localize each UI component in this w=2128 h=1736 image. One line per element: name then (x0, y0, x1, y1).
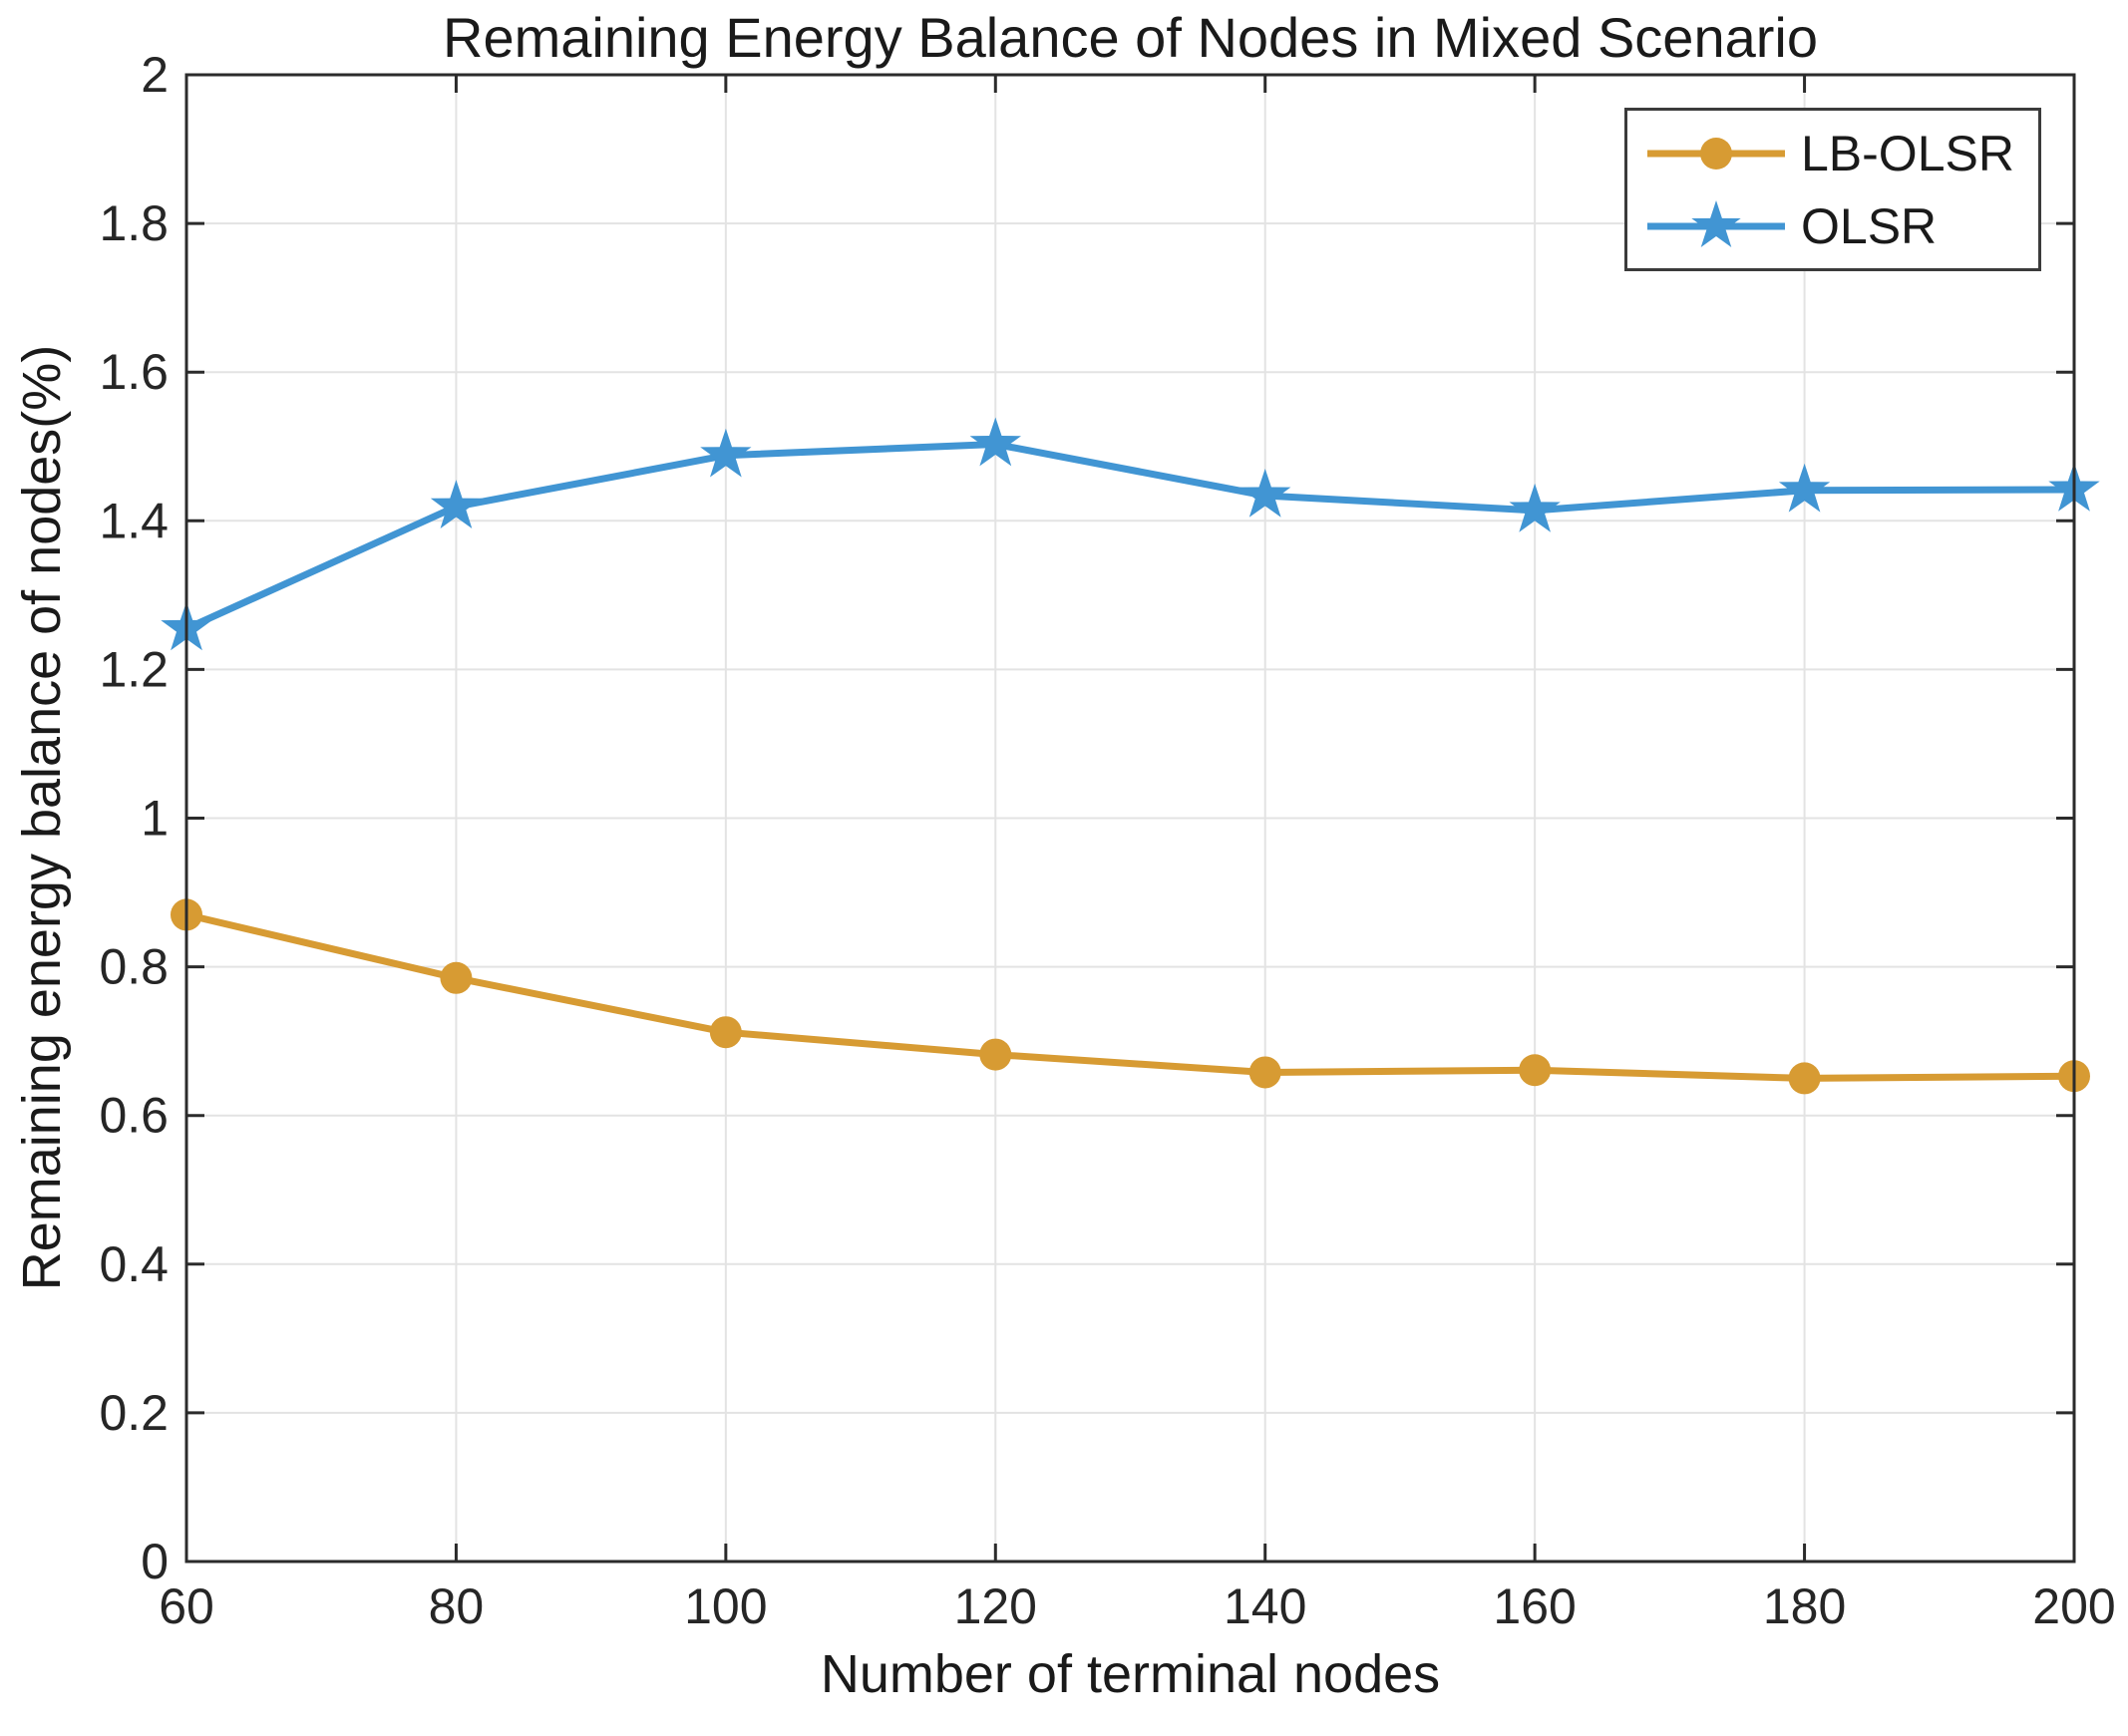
x-tick-label: 200 (2032, 1578, 2115, 1634)
series-marker-olsr (1240, 469, 1291, 518)
y-tick-label: 0.6 (99, 1088, 169, 1144)
legend-label-lb-olsr: LB-OLSR (1801, 125, 2014, 181)
series-marker-lb-olsr (1248, 1056, 1281, 1089)
series-line-lb-olsr (185, 910, 2075, 1082)
x-tick-label: 140 (1224, 1578, 1306, 1634)
x-tick-label: 60 (159, 1578, 214, 1634)
series-line-olsr (184, 441, 2075, 632)
x-tick-label: 120 (954, 1578, 1037, 1634)
legend: LB-OLSR OLSR (1624, 108, 2041, 271)
y-tick-label: 0.2 (99, 1385, 169, 1441)
series-marker-lb-olsr (709, 1016, 742, 1049)
y-tick-label: 1 (141, 791, 169, 847)
series-marker-olsr (430, 480, 483, 528)
series-marker-olsr (1778, 463, 1831, 513)
chart-title: Remaining Energy Balance of Nodes in Mix… (443, 6, 1818, 69)
legend-item-olsr: OLSR (1627, 194, 2038, 258)
y-tick-label: 0.8 (99, 939, 169, 995)
x-tick-label: 80 (429, 1578, 485, 1634)
lb-olsr-line-sample (1647, 137, 1785, 170)
series-marker-lb-olsr (1788, 1062, 1821, 1095)
x-tick-label: 160 (1493, 1578, 1576, 1634)
y-tick-label: 1.6 (99, 344, 169, 400)
olsr-line-sample (1647, 199, 1785, 247)
series-marker-olsr (1509, 483, 1561, 532)
series-marker-lb-olsr (1519, 1054, 1552, 1087)
series-marker-lb-olsr (440, 961, 473, 994)
y-tick-label: 0.4 (99, 1236, 169, 1292)
series-marker-lb-olsr (979, 1038, 1012, 1071)
y-tick-label: 0 (141, 1534, 169, 1589)
series-marker-olsr (969, 417, 1021, 467)
y-tick-label: 2 (141, 47, 169, 103)
legend-label-olsr: OLSR (1801, 197, 1938, 254)
y-axis-label: Remaining energy balance of nodes(%) (12, 344, 72, 1291)
x-axis-label: Number of terminal nodes (820, 1644, 1441, 1704)
y-tick-label: 1.8 (99, 195, 169, 251)
x-tick-label: 100 (684, 1578, 767, 1634)
y-tick-label: 1.2 (99, 641, 169, 697)
x-tick-label: 180 (1763, 1578, 1846, 1634)
y-tick-label: 1.4 (99, 493, 169, 548)
legend-item-lb-olsr: LB-OLSR (1627, 122, 2038, 185)
series-marker-olsr (700, 428, 752, 478)
